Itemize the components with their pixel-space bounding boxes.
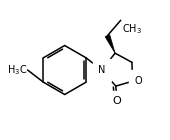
Text: O: O (134, 75, 142, 86)
Text: CH$_3$: CH$_3$ (122, 22, 142, 36)
Text: H$_3$C: H$_3$C (7, 63, 27, 77)
Text: O: O (113, 96, 122, 107)
Text: N: N (98, 65, 106, 75)
Polygon shape (105, 35, 115, 53)
